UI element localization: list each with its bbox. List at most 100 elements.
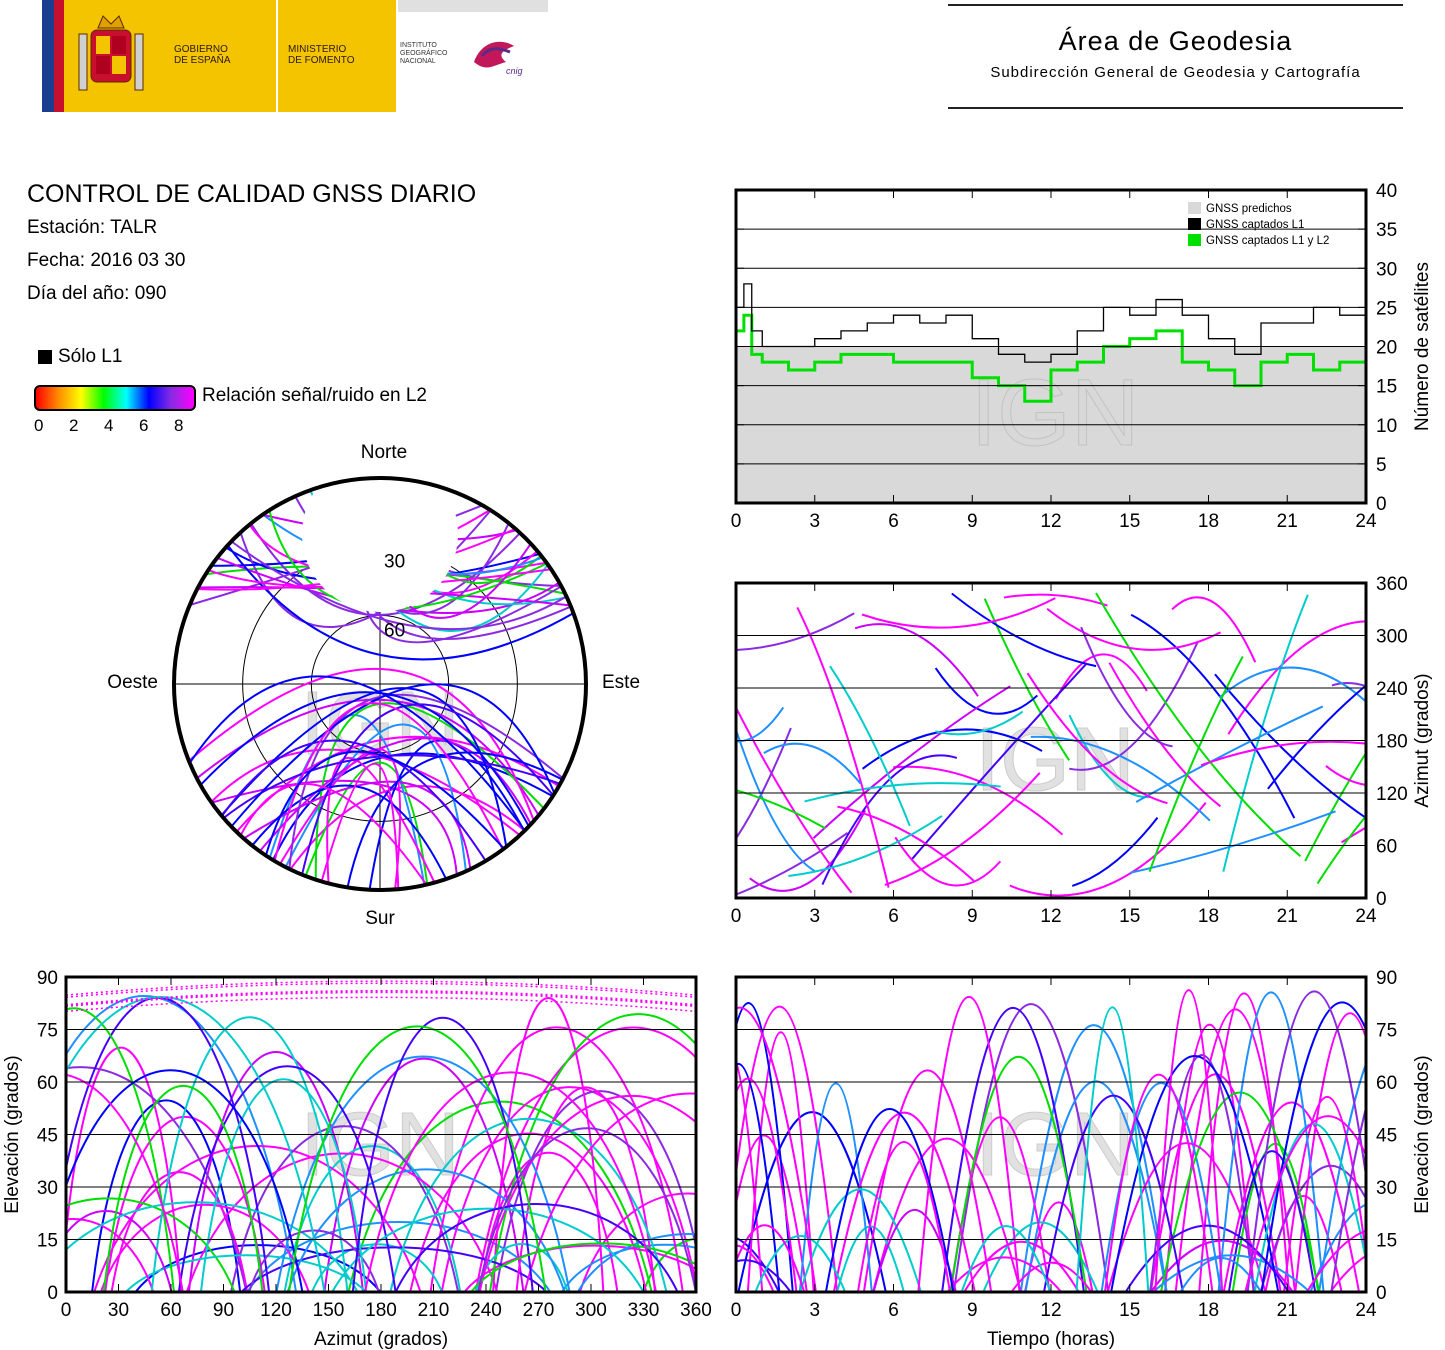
satellite-track bbox=[736, 832, 849, 896]
snr-tick-label: 2 bbox=[69, 416, 79, 435]
satellite-track bbox=[861, 597, 1056, 629]
x-axis-label: Azimut (grados) bbox=[314, 1329, 448, 1350]
satellite-track bbox=[288, 1025, 547, 1292]
satellite-track bbox=[1148, 656, 1244, 873]
snr-label: Relación señal/ruido en L2 bbox=[202, 385, 427, 406]
satellite-track bbox=[856, 1141, 951, 1292]
y-tick-label: 30 bbox=[1376, 259, 1397, 280]
satellite-track bbox=[1267, 684, 1366, 790]
ring-label: 30 bbox=[384, 552, 405, 573]
x-tick-label: 24 bbox=[1355, 511, 1377, 532]
y-tick-label: 35 bbox=[1376, 220, 1397, 241]
satellite-track bbox=[230, 1125, 460, 1292]
y-tick-label: 75 bbox=[1376, 1021, 1397, 1042]
satellite-track bbox=[812, 685, 1011, 839]
report-info: CONTROL DE CALIDAD GNSS DIARIO Estación:… bbox=[27, 180, 476, 316]
y-tick-label: 5 bbox=[1376, 455, 1387, 476]
x-tick-label: 12 bbox=[1040, 906, 1061, 927]
satellite-track bbox=[917, 996, 1021, 1292]
satellite-track bbox=[523, 1092, 696, 1292]
x-tick-label: 24 bbox=[1355, 1300, 1377, 1321]
y-tick-label: 10 bbox=[1376, 416, 1397, 437]
satellite-track bbox=[66, 1197, 236, 1292]
satellite-track bbox=[199, 1078, 368, 1292]
satellite-track bbox=[1130, 613, 1296, 819]
satellite-track bbox=[746, 1031, 815, 1292]
y-axis-label: Elevación (grados) bbox=[1412, 1055, 1433, 1213]
y-tick-label: 20 bbox=[1376, 338, 1397, 359]
x-tick-label: 9 bbox=[967, 511, 978, 532]
satellite-track bbox=[1068, 714, 1150, 799]
satellite-track bbox=[1080, 626, 1173, 748]
satellite-track bbox=[829, 665, 911, 827]
ministerio-logo: MINISTERIO DE FOMENTO bbox=[278, 0, 396, 112]
eu-flag-strip bbox=[42, 0, 54, 112]
x-tick-label: 3 bbox=[809, 511, 820, 532]
satellite-track bbox=[736, 1077, 798, 1292]
ministerio-text: MINISTERIO DE FOMENTO bbox=[288, 44, 355, 66]
satellite-track bbox=[1154, 989, 1224, 1292]
east-label: Este bbox=[602, 672, 640, 693]
satellite-track bbox=[1149, 1053, 1255, 1292]
x-tick-label: 360 bbox=[680, 1300, 712, 1321]
satellite-track bbox=[736, 612, 855, 651]
satellite-track bbox=[488, 1013, 696, 1292]
satellite-track bbox=[259, 737, 532, 852]
satellite-track bbox=[66, 995, 326, 1292]
satellite-track bbox=[1135, 705, 1324, 803]
satellite-track bbox=[1043, 1094, 1184, 1292]
satellite-track bbox=[66, 995, 297, 1292]
satellite-track bbox=[220, 687, 508, 847]
x-tick-label: 210 bbox=[418, 1300, 450, 1321]
satellite-track bbox=[275, 1055, 571, 1292]
snr-tick-label: 8 bbox=[174, 416, 184, 435]
x-tick-label: 30 bbox=[108, 1300, 129, 1321]
satellite-track bbox=[66, 1066, 248, 1292]
y-tick-label: 45 bbox=[1376, 1126, 1397, 1147]
snr-tick-label: 4 bbox=[104, 416, 114, 435]
satellite-track bbox=[110, 1171, 249, 1292]
satellite-track bbox=[1046, 607, 1221, 651]
x-tick-label: 12 bbox=[1040, 511, 1061, 532]
satellite-track bbox=[264, 750, 505, 856]
satellite-track bbox=[429, 1026, 684, 1292]
y-tick-label: 0 bbox=[1376, 1283, 1387, 1304]
x-tick-label: 18 bbox=[1198, 511, 1219, 532]
elevation_time-plot: IGN 0 15 30 45 60 75 90 0 3 6 9 12 15 18 21 24 Elevación … bbox=[731, 968, 1433, 1350]
satellite-track bbox=[763, 742, 862, 785]
x-tick-label: 300 bbox=[575, 1300, 607, 1321]
satellite-track bbox=[66, 991, 696, 1008]
satellite-track bbox=[1309, 1203, 1366, 1292]
y-tick-label: 75 bbox=[37, 1021, 58, 1042]
satellite-track bbox=[737, 1111, 887, 1292]
satellites-legend: GNSS predichos GNSS captados L1 GNSS capta… bbox=[1188, 202, 1329, 247]
satellite-track bbox=[799, 1188, 922, 1292]
satellite-track bbox=[150, 1016, 349, 1292]
y-tick-label: 300 bbox=[1376, 627, 1408, 648]
elev-az-traces-clip bbox=[66, 980, 696, 1292]
satellite-track bbox=[492, 997, 605, 1292]
satellite-track bbox=[243, 780, 472, 870]
x-tick-label: 12 bbox=[1040, 1300, 1061, 1321]
satellite-track bbox=[862, 1069, 993, 1292]
satellite-track bbox=[440, 1086, 696, 1292]
satellite-track bbox=[279, 748, 402, 890]
satellite-track bbox=[477, 1127, 696, 1292]
report-title: CONTROL DE CALIDAD GNSS DIARIO bbox=[27, 180, 477, 208]
x-tick-label: 330 bbox=[628, 1300, 660, 1321]
y-tick-label: 90 bbox=[37, 968, 58, 989]
satellite-track bbox=[346, 751, 563, 888]
satellite-track bbox=[824, 1108, 955, 1292]
y-tick-label: 25 bbox=[1376, 298, 1397, 319]
satellite-track bbox=[1200, 740, 1366, 767]
satellite-track bbox=[470, 1242, 696, 1292]
x-tick-label: 90 bbox=[213, 1300, 234, 1321]
satellite-track bbox=[102, 1084, 264, 1292]
satellite-track bbox=[576, 1232, 696, 1292]
y-tick-label: 15 bbox=[1376, 377, 1397, 398]
y-tick-label: 0 bbox=[1376, 494, 1387, 515]
y-tick-label: 30 bbox=[1376, 1178, 1397, 1199]
satellite-track bbox=[409, 1132, 648, 1292]
north-label: Norte bbox=[361, 442, 407, 463]
